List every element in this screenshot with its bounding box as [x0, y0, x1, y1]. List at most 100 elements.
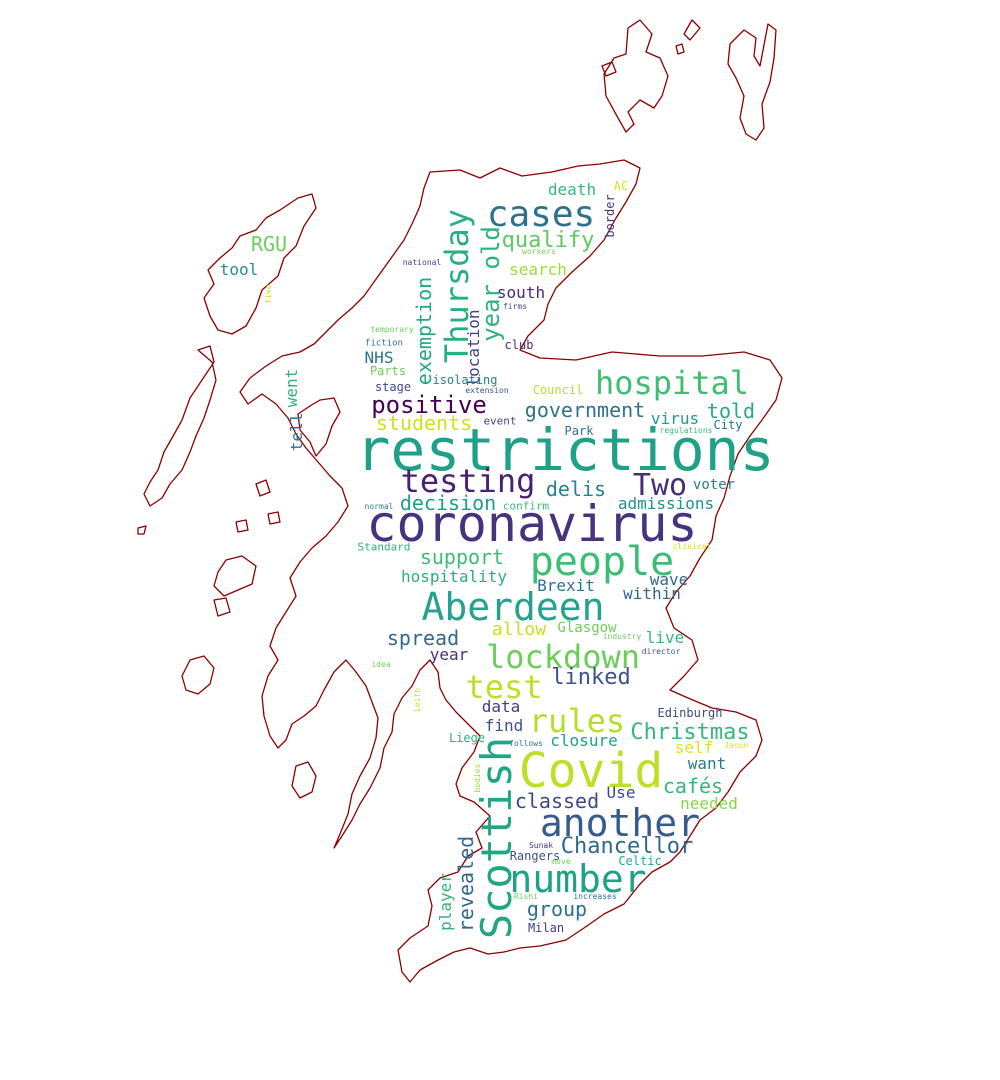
hebrides-south-outline — [137, 345, 217, 535]
cloud-word-classed: classed — [514, 789, 600, 813]
outer-hebrides-outline — [203, 193, 317, 335]
cloud-word-firms: firms — [502, 302, 528, 311]
cloud-word-parts: Parts — [369, 364, 407, 378]
cloud-word-ac: AC — [613, 179, 629, 193]
cloud-word-border: border — [603, 194, 617, 238]
cloud-word-live: live — [645, 628, 685, 647]
cloud-word-another: another — [539, 801, 701, 845]
cloud-word-confirm: confirm — [502, 499, 550, 513]
cloud-word-hospitality: hospitality — [401, 567, 507, 586]
cloud-word-positive: positive — [371, 391, 487, 419]
cloud-word-death: death — [547, 180, 597, 199]
cloud-word-rishi: Rishi — [513, 892, 539, 901]
cloud-word-told: told — [706, 399, 756, 423]
cloud-word-director: director — [641, 647, 681, 656]
cloud-word-edinburgh: Edinburgh — [657, 706, 723, 720]
cloud-word-follows: follows — [509, 739, 543, 748]
cloud-word-group: group — [526, 897, 588, 921]
cloud-word-player: player — [436, 873, 455, 931]
cloud-word-stage: stage — [374, 380, 412, 394]
cloud-word-workers: workers — [522, 247, 556, 256]
cloud-word-students: students — [375, 411, 473, 435]
cloud-word-club: club — [504, 338, 534, 352]
cloud-word-use: Use — [606, 783, 636, 802]
small-isles-outline — [235, 479, 281, 533]
cloud-word-tell: tell — [287, 412, 306, 452]
cloud-word-aberdeen: Aberdeen — [421, 585, 605, 629]
cloud-word-self: self — [674, 738, 714, 757]
cloud-word-people: people — [529, 539, 675, 585]
cloud-word-qualify: qualify — [501, 228, 595, 253]
cloud-word-regulations: regulations — [659, 426, 713, 435]
cloud-word-christmas: Christmas — [630, 720, 750, 745]
cloud-word-extension: extension — [465, 386, 509, 395]
shetland-outline — [603, 19, 669, 133]
cloud-word-closure: closure — [550, 731, 618, 750]
cloud-word-scottish: Scottish — [472, 736, 521, 940]
cloud-word-exemption: exemption — [412, 276, 436, 386]
cloud-word-revealed: revealed — [454, 835, 478, 933]
cloud-word-bodies: bodies — [473, 763, 482, 793]
cloud-word-milan: Milan — [527, 921, 565, 935]
cloud-word-temporary: temporary — [370, 325, 414, 334]
arran-outline — [291, 761, 317, 799]
cloud-word-testing: testing — [400, 462, 536, 500]
cloud-word-normal: normal — [364, 502, 394, 511]
cloud-word-idea: idea — [371, 660, 391, 669]
cloud-word-cases: cases — [486, 194, 596, 235]
cloud-word-voter: voter — [692, 477, 736, 493]
cloud-word-hospital: hospital — [594, 364, 750, 402]
cloud-word-sunak: Sunak — [528, 841, 554, 850]
cloud-word-event: event — [483, 414, 517, 428]
cloud-word-support: support — [419, 545, 505, 569]
islay-outline — [181, 597, 231, 695]
cloud-word-allow: allow — [491, 619, 547, 640]
cloud-word-liege: Liege — [448, 731, 486, 745]
cloud-word-admissions: admissions — [617, 494, 715, 513]
orkney-outline — [601, 43, 685, 77]
cloud-word-test: test — [465, 668, 543, 706]
cloud-word-chancellor: Chancellor — [560, 834, 694, 859]
cloud-word-south: south — [496, 283, 546, 302]
cloud-word-fiction: fiction — [365, 338, 403, 349]
cloud-word-isolating: isolating — [432, 373, 498, 387]
cloud-word-rules: rules — [528, 702, 626, 740]
cloud-word-number: number — [509, 857, 647, 901]
cloud-word-national: national — [402, 258, 442, 267]
cloud-word-move: move — [551, 857, 571, 866]
cloud-word-rangers: Rangers — [509, 849, 561, 863]
cloud-word-brexit: Brexit — [537, 576, 595, 595]
cloud-word-tool: tool — [219, 260, 259, 279]
mainland-outline — [239, 159, 783, 983]
cloud-word-needed: needed — [680, 794, 738, 813]
cloud-word-celtic: Celtic — [618, 854, 662, 868]
cloud-word-five: five — [264, 284, 273, 304]
cloud-word-council: Council — [532, 383, 584, 397]
cloud-word-data: data — [481, 697, 521, 716]
cloud-word-nhs: NHS — [364, 348, 394, 367]
cloud-word-want: want — [687, 754, 727, 773]
cloud-word-increases: increases — [573, 892, 617, 901]
cloud-word-park: Park — [564, 424, 594, 438]
cloud-word-clinical: clinical — [672, 542, 712, 551]
cloud-word-search: search — [509, 260, 567, 279]
cloud-word-city: City — [713, 418, 743, 432]
cloud-word-within: within — [623, 584, 681, 603]
cloud-word-linked: linked — [551, 665, 631, 690]
skye-outline — [297, 397, 341, 457]
cloud-word-virus: virus — [650, 409, 700, 428]
cloud-word-rgu: RGU — [250, 232, 288, 256]
cloud-word-find: find — [484, 716, 524, 735]
cloud-word-went: went — [282, 368, 301, 408]
cloud-word-restrictions: restrictions — [355, 416, 775, 484]
cloud-word-cafes: cafés — [662, 774, 724, 798]
cloud-word-covid: Covid — [518, 743, 664, 799]
cloud-word-lockdown: lockdown — [485, 638, 641, 676]
cloud-word-decision: decision — [399, 491, 497, 515]
cloud-word-government: government — [524, 398, 646, 422]
mull-outline — [213, 555, 257, 597]
cloud-word-two: Two — [632, 468, 688, 503]
cloud-word-jason: Jason — [723, 741, 749, 750]
